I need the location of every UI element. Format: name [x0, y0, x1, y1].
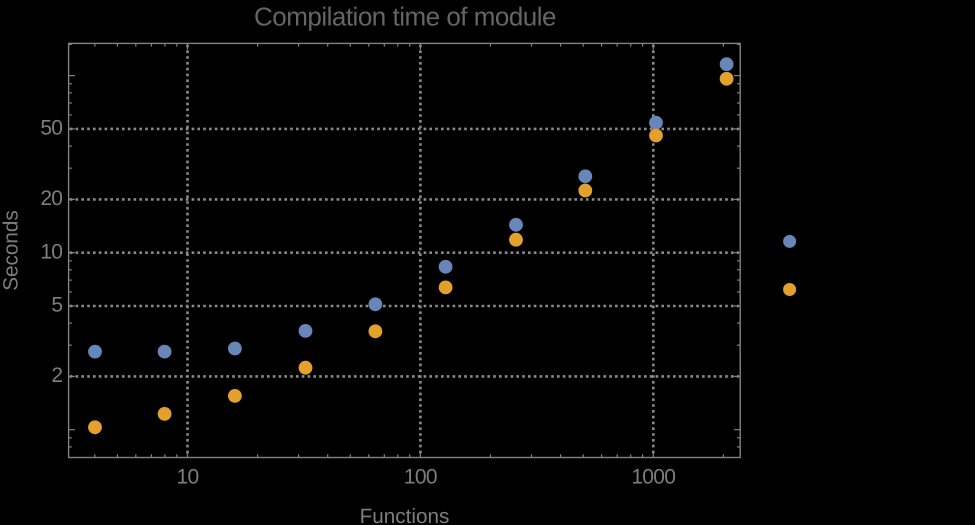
svg-text:2: 2	[51, 364, 62, 387]
svg-text:Seconds: Seconds	[0, 210, 23, 291]
svg-text:50: 50	[40, 117, 62, 140]
svg-text:10: 10	[177, 465, 199, 488]
svg-text:Compilation time of module: Compilation time of module	[254, 2, 556, 32]
svg-text:1000: 1000	[631, 465, 675, 488]
svg-text:Functions: Functions	[360, 505, 450, 525]
svg-text:20: 20	[40, 187, 62, 210]
svg-text:100: 100	[404, 465, 437, 488]
svg-text:10: 10	[40, 240, 62, 263]
svg-text:5: 5	[51, 294, 62, 317]
